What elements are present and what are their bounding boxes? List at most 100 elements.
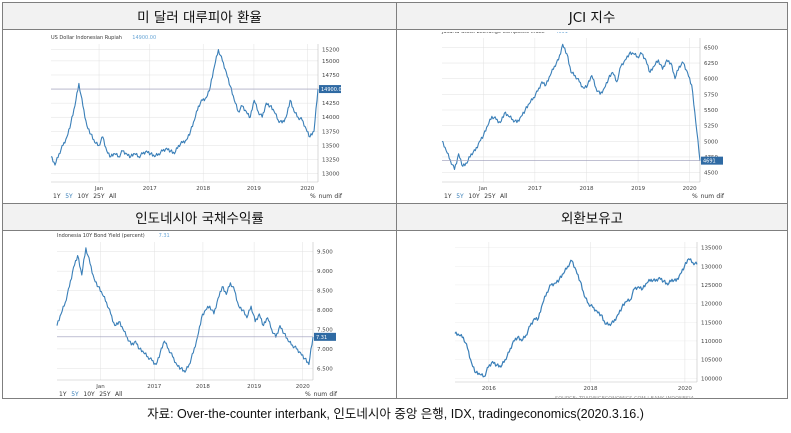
source-note: 자료: Over-the-counter interbank, 인도네시아 중앙… — [147, 407, 644, 421]
y-tick-label: 8.000 — [317, 308, 333, 314]
range-control: 5Y — [71, 391, 79, 398]
last-value-label: 4691 — [703, 159, 716, 165]
grid-divider-horizontal — [3, 203, 787, 204]
grid-divider-vertical — [396, 3, 397, 398]
range-control: 25Y — [99, 391, 111, 398]
x-tick-label: 2017 — [528, 186, 542, 192]
range-control: All — [500, 193, 508, 200]
range-control: All — [109, 193, 117, 200]
chart-subtitle-value: 7.31 — [159, 233, 170, 239]
y-tick-label: 6250 — [704, 61, 718, 67]
range-control: 10Y — [468, 193, 480, 200]
x-tick-label: 2018 — [579, 186, 593, 192]
y-tick-label: 110000 — [701, 339, 722, 345]
range-control: 25Y — [484, 193, 496, 200]
x-tick-label: Jan — [95, 384, 105, 390]
y-tick-label: 9.500 — [317, 250, 333, 256]
y-tick-label: 120000 — [701, 302, 722, 308]
chart-fx-reserves: 135000 130000 125000 120000 115000 110000 1050… — [441, 232, 741, 399]
x-tick-label: 2020 — [683, 186, 697, 192]
chart-bond-yield: 9.500 9.000 8.500 8.000 7.500 7.000 6.500 Jan 20… — [43, 232, 358, 399]
x-tick-label: 2019 — [247, 186, 261, 192]
title-exchange-rate: 미 달러 대루피아 환율 — [3, 3, 396, 30]
x-tick-label: 2020 — [296, 384, 310, 390]
chart-watermark: SOURCE: TRADINGECONOMICS.COM | BANK INDO… — [555, 396, 695, 399]
range-control: All — [115, 391, 123, 398]
y-tick-label: 13250 — [322, 157, 340, 163]
chart-jci-svg: 650062506000575055005250500047504500Jan2… — [441, 32, 725, 200]
y-tick-label: 8.500 — [317, 289, 333, 295]
y-tick-label: 13500 — [322, 143, 340, 149]
last-value-label: 14900.00 — [321, 87, 345, 93]
chart-subtitle: Jakarta Stock Exchange Composite Index — [441, 32, 545, 35]
y-tick-label: 13000 — [322, 172, 340, 178]
scale-control: % — [310, 193, 316, 200]
range-control: 25Y — [93, 193, 105, 200]
x-tick-label: 2020 — [300, 186, 314, 192]
range-control: 10Y — [77, 193, 89, 200]
x-tick-label: 2019 — [631, 186, 645, 192]
series-line — [441, 43, 701, 171]
range-control: 1Y — [59, 391, 67, 398]
y-tick-label: 5250 — [704, 124, 718, 130]
last-value-badge — [314, 332, 336, 341]
x-tick-label: 2018 — [196, 384, 210, 390]
range-control: 5Y — [456, 193, 464, 200]
y-tick-label: 6000 — [704, 77, 718, 83]
x-tick-label: 2018 — [196, 186, 210, 192]
series-line — [56, 247, 314, 373]
chart-exchange-rate-svg: 1520015000147501450014250140001375013500… — [50, 35, 345, 200]
y-tick-label: 125000 — [701, 283, 722, 289]
title-bond-yield: 인도네시아 국채수익률 — [3, 204, 396, 231]
chart-subtitle-value: 4691 — [555, 32, 568, 35]
chart-subtitle-value: 14900.00 — [132, 35, 156, 41]
title-fx-reserves: 외환보유고 — [397, 204, 787, 231]
y-tick-label: 105000 — [701, 358, 722, 364]
x-tick-label: 2019 — [247, 384, 261, 390]
chart-subtitle: Indonesia 10Y Bond Yield (percent) — [57, 233, 145, 239]
y-tick-label: 9.000 — [317, 269, 333, 275]
y-tick-label: 6.500 — [317, 366, 333, 372]
chart-fx-reserves-svg: 135000 130000 125000 120000 115000 110000 1050… — [454, 242, 722, 399]
chart-exchange-rate: 1520015000147501450014250140001375013500… — [43, 32, 358, 202]
x-tick-label: Jan — [94, 186, 104, 192]
y-tick-label: 14000 — [322, 115, 340, 121]
y-tick-label: 135000 — [701, 246, 722, 252]
y-tick-label: 5500 — [704, 108, 718, 114]
y-tick-label: 15200 — [322, 48, 340, 54]
x-tick-label: 2016 — [482, 386, 496, 392]
range-control: 1Y — [53, 193, 61, 200]
y-tick-label: 5000 — [704, 139, 718, 145]
last-value-label: 7.31 — [316, 335, 327, 341]
y-tick-label: 14750 — [322, 73, 340, 79]
y-tick-label: 15000 — [322, 59, 340, 65]
series-line — [50, 49, 319, 166]
y-tick-label: 7.000 — [317, 347, 333, 353]
last-value-badge — [319, 85, 341, 94]
chart-subtitle: US Dollar Indonesian Rupiah — [51, 35, 122, 41]
chart-jci: 650062506000575055005250500047504500Jan2… — [438, 32, 728, 202]
chart-grid: 미 달러 대루피아 환율 JCI 지수 인도네시아 국채수익률 외환보유고 15… — [2, 2, 788, 399]
scale-control: dif — [334, 193, 342, 200]
series-line — [454, 258, 698, 378]
scale-control: num — [314, 391, 328, 398]
range-control: 1Y — [444, 193, 452, 200]
y-tick-label: 5750 — [704, 92, 718, 98]
y-tick-label: 4500 — [704, 171, 718, 177]
y-tick-label: 130000 — [701, 264, 722, 270]
x-tick-label: 2018 — [584, 386, 598, 392]
scale-control: num — [319, 193, 333, 200]
y-tick-label: 6500 — [704, 45, 718, 51]
y-tick-label: 14250 — [322, 101, 340, 107]
scale-control: dif — [716, 193, 724, 200]
range-control: 5Y — [65, 193, 73, 200]
x-tick-label: 2020 — [678, 386, 692, 392]
y-tick-label: 7.500 — [317, 327, 333, 333]
x-tick-label: Jan — [478, 186, 488, 192]
chart-bond-yield-svg: 9.500 9.000 8.500 8.000 7.500 7.000 6.500 Jan 20… — [56, 233, 338, 398]
x-tick-label: 2017 — [143, 186, 157, 192]
scale-control: % — [305, 391, 311, 398]
last-value-badge — [701, 156, 723, 165]
y-tick-label: 13750 — [322, 129, 340, 135]
title-jci: JCI 지수 — [397, 3, 787, 30]
